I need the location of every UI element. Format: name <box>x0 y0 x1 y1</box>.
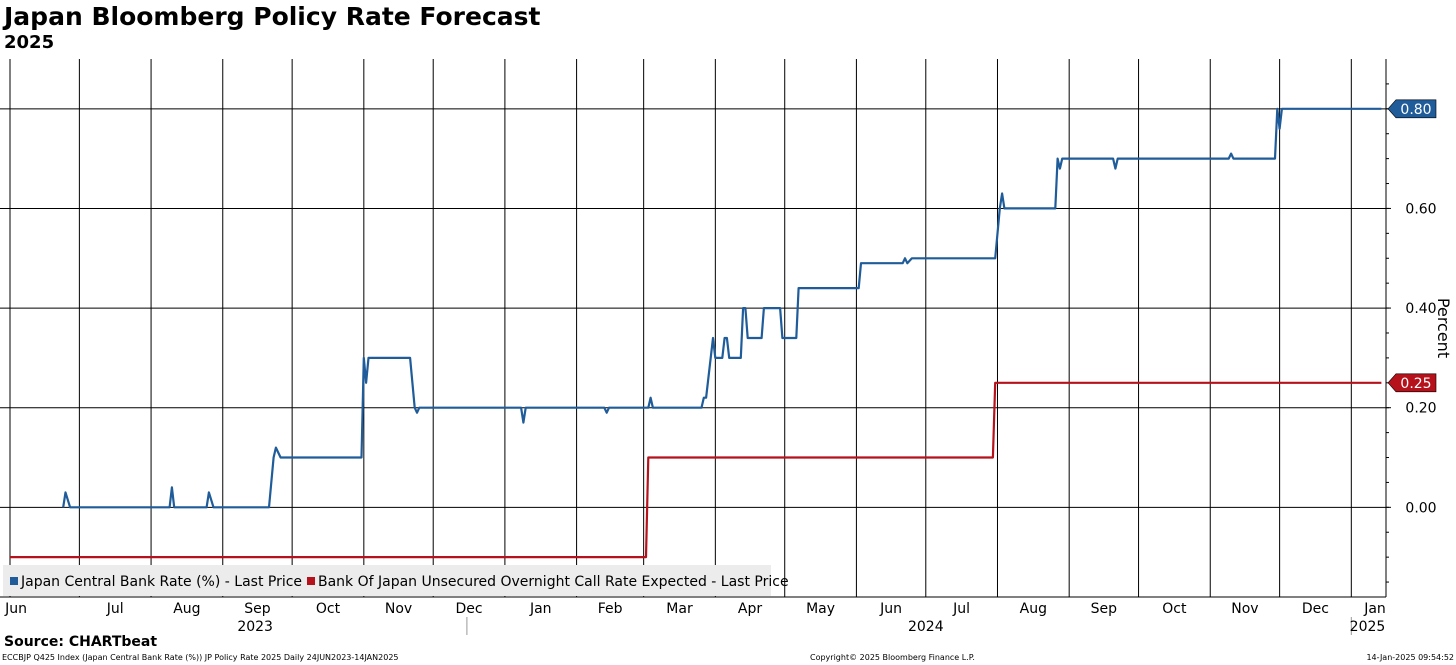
y-tick-label: 0.20 <box>1405 401 1436 417</box>
x-tick-label: Sep <box>244 601 271 617</box>
series-lines <box>10 107 1382 559</box>
x-tick-label: Oct <box>316 601 341 617</box>
x-tick-label: Dec <box>456 601 483 617</box>
last-value-tag: 0.25 <box>1387 373 1437 393</box>
y-tick-label: 0.40 <box>1405 301 1436 317</box>
footer-copyright: Copyright© 2025 Bloomberg Finance L.P. <box>810 653 975 662</box>
x-tick-label: Sep <box>1091 601 1118 617</box>
x-tick-label: Nov <box>385 601 412 617</box>
x-tick-label: Jun <box>879 601 902 617</box>
y-tick-label: 0.00 <box>1405 500 1436 516</box>
legend: Japan Central Bank Rate (%) - Last Price… <box>3 565 789 596</box>
x-tick-label: Apr <box>738 601 762 617</box>
year-label: 2025 <box>1350 619 1386 635</box>
legend-swatch-central-bank-rate <box>10 577 18 585</box>
legend-swatch-call-rate-expected <box>307 577 315 585</box>
x-tick-label: Jul <box>106 601 124 617</box>
x-tick-label: Jul <box>952 601 970 617</box>
x-tick-label: Feb <box>598 601 623 617</box>
last-value-tag-shape <box>1387 99 1437 119</box>
x-tick-label: Jan <box>529 601 552 617</box>
last-value-tag-label: 0.80 <box>1400 102 1431 118</box>
x-tick-label: Aug <box>1020 601 1047 617</box>
last-value-tag-label: 0.25 <box>1400 376 1431 392</box>
x-tick-label: Oct <box>1162 601 1187 617</box>
y-tick-label: 0.60 <box>1405 201 1436 217</box>
last-value-tag: 0.80 <box>1387 99 1437 119</box>
legend-label: Bank Of Japan Unsecured Overnight Call R… <box>318 574 789 590</box>
last-value-tag-shape <box>1387 373 1437 393</box>
x-tick-label: Aug <box>173 601 200 617</box>
x-tick-label: Mar <box>666 601 693 617</box>
footer-index-info: ECCBJP Q425 Index (Japan Central Bank Ra… <box>2 653 399 662</box>
x-tick-label: May <box>806 601 835 617</box>
gridlines <box>0 59 1386 597</box>
x-tick-label: Nov <box>1231 601 1258 617</box>
chart-subtitle: 2025 <box>4 32 55 53</box>
year-label: 2023 <box>237 619 273 635</box>
x-tick-label: Jun <box>4 601 27 617</box>
x-tick-label: Dec <box>1302 601 1329 617</box>
year-label: 2024 <box>908 619 944 635</box>
x-tick-label: Jan <box>1363 601 1386 617</box>
source-label: Source: CHARTbeat <box>4 634 158 650</box>
y-axis-title: Percent <box>1434 298 1453 358</box>
series-line-central-bank-rate <box>62 107 1382 509</box>
footer-timestamp: 14-Jan-2025 09:54:52 <box>1366 653 1454 662</box>
legend-label: Japan Central Bank Rate (%) - Last Price <box>20 574 302 590</box>
axes: 0.00 0.20 0.40 0.60 0.80 Percent Jun Jul Aug Sep O… <box>0 59 1453 635</box>
chart-title: Japan Bloomberg Policy Rate Forecast <box>4 2 541 31</box>
legend-background <box>3 565 771 596</box>
series-line-call-rate-expected <box>10 381 1382 559</box>
